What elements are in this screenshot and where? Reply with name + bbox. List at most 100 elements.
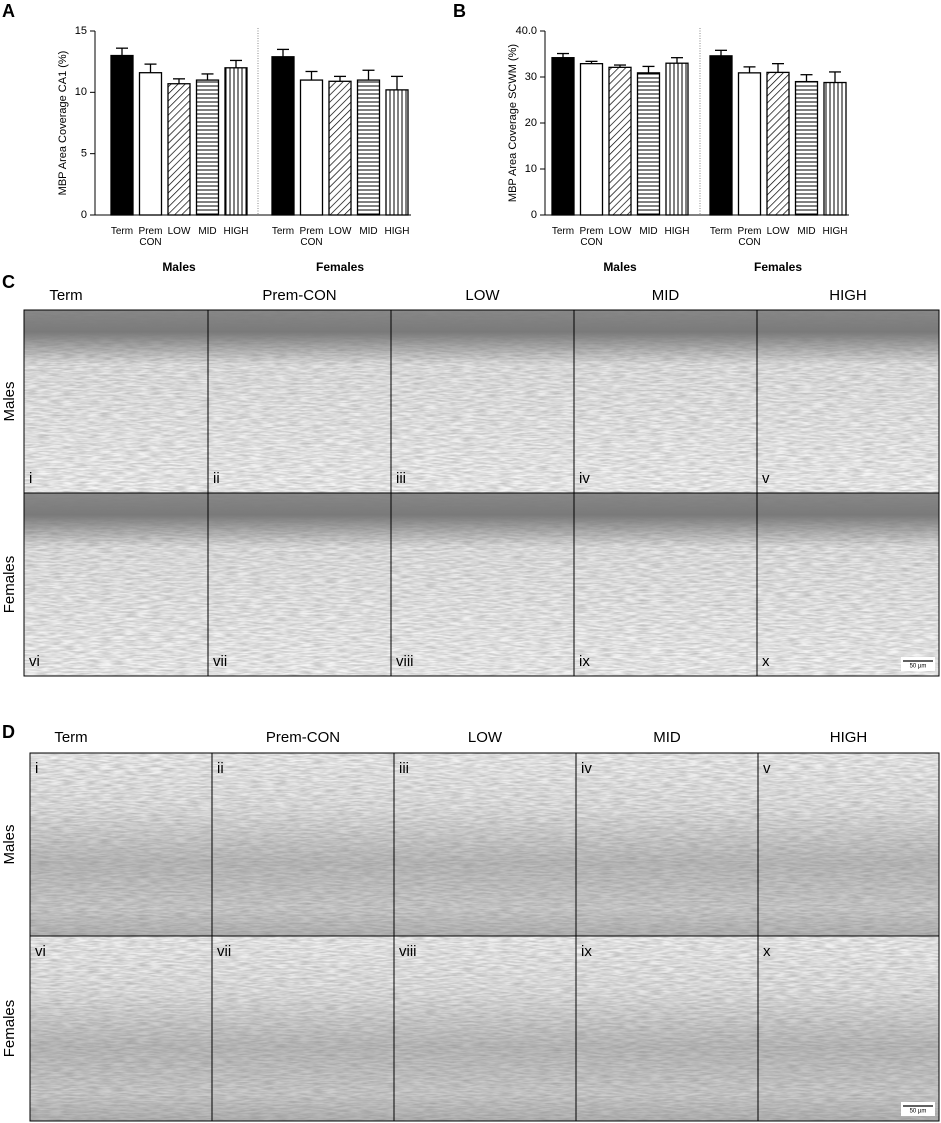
bar: [299, 79, 324, 216]
x-tick-label: Prem CON: [579, 226, 604, 248]
y-tick-label: 30: [525, 71, 537, 83]
x-tick-label: HIGH: [223, 226, 249, 237]
panel-numeral: ix: [579, 653, 590, 670]
x-tick-label: LOW: [328, 226, 352, 237]
x-tick-label: HIGH: [822, 226, 848, 237]
y-tick-label: 15: [75, 25, 87, 37]
grid-frame: [29, 752, 940, 1122]
bar: [737, 72, 762, 216]
column-label: Prem-CON: [262, 287, 336, 304]
column-label: MID: [652, 287, 680, 304]
row-label: Males: [1, 824, 18, 864]
column-label: LOW: [465, 287, 500, 304]
panel-numeral: ii: [213, 470, 220, 487]
bar: [195, 79, 220, 216]
scale-bar-label: 50 µm: [910, 664, 927, 670]
micrograph-texture: [30, 753, 939, 1121]
row-label: Females: [1, 1000, 18, 1058]
y-tick-label: 40.0: [516, 25, 537, 37]
panel-numeral: vii: [213, 653, 227, 670]
panel-numeral: i: [35, 760, 38, 777]
column-label: Term: [49, 287, 82, 304]
bar: [271, 56, 295, 216]
bar: [224, 67, 248, 216]
bar: [665, 62, 689, 216]
bar: [579, 63, 604, 216]
y-tick-label: 5: [81, 148, 87, 160]
y-tick-label: 20: [525, 117, 537, 129]
y-tick-label: 10: [525, 163, 537, 175]
group-label: Males: [603, 260, 637, 274]
column-label: HIGH: [830, 729, 868, 746]
x-tick-label: Prem CON: [138, 226, 163, 248]
y-tick-label: 10: [75, 86, 87, 98]
panel-letter: C: [2, 272, 15, 292]
x-tick-label: MID: [198, 226, 217, 237]
bar: [167, 83, 191, 216]
row-label: Females: [1, 556, 18, 614]
x-tick-label: Prem CON: [299, 226, 324, 248]
panel-numeral: viii: [396, 653, 414, 670]
panel-numeral: ii: [217, 760, 224, 777]
group-label: Males: [162, 260, 196, 274]
bar: [766, 71, 790, 216]
bar: [138, 72, 163, 216]
column-label: LOW: [468, 729, 503, 746]
x-tick-label: Term: [110, 226, 134, 237]
panel-numeral: x: [763, 943, 771, 960]
panel-numeral: vi: [29, 653, 40, 670]
x-tick-label: LOW: [167, 226, 191, 237]
grid-frame: [23, 309, 940, 677]
row-label: Males: [1, 381, 18, 421]
panel-numeral: iii: [399, 760, 409, 777]
bar: [385, 89, 409, 216]
bar: [551, 57, 575, 216]
x-tick-label: LOW: [766, 226, 790, 237]
panel-letter: B: [453, 1, 466, 21]
panel-numeral: iii: [396, 470, 406, 487]
bar: [356, 79, 381, 216]
panel-numeral: ix: [581, 943, 592, 960]
x-tick-label: Term: [551, 226, 575, 237]
panel-numeral: v: [762, 470, 770, 487]
x-tick-label: HIGH: [384, 226, 410, 237]
x-tick-label: Term: [271, 226, 295, 237]
bar: [794, 80, 819, 216]
x-tick-label: Term: [709, 226, 733, 237]
scale-bar-label: 50 µm: [910, 1109, 927, 1115]
bar: [110, 54, 134, 216]
y-axis-label: MBP Area Coverage SCWM (%): [507, 44, 519, 202]
group-label: Females: [754, 260, 802, 274]
y-tick-label: 0: [81, 209, 87, 221]
x-tick-label: Prem CON: [737, 226, 762, 248]
column-label: Term: [54, 729, 87, 746]
panel-letter: D: [2, 722, 15, 742]
panel-letter: A: [2, 1, 15, 21]
panel-numeral: x: [762, 653, 770, 670]
panel-numeral: iv: [579, 470, 590, 487]
bar: [823, 81, 847, 216]
panel-numeral: v: [763, 760, 771, 777]
column-label: HIGH: [829, 287, 867, 304]
x-tick-label: LOW: [608, 226, 632, 237]
group-label: Females: [316, 260, 364, 274]
x-tick-label: HIGH: [664, 226, 690, 237]
bar: [608, 66, 632, 216]
panel-numeral: iv: [581, 760, 592, 777]
panel-numeral: viii: [399, 943, 417, 960]
x-tick-label: MID: [359, 226, 378, 237]
bar: [709, 55, 733, 216]
y-axis-label: MBP Area Coverage CA1 (%): [57, 51, 69, 196]
panel-numeral: vii: [217, 943, 231, 960]
panel-numeral: i: [29, 470, 32, 487]
bar: [636, 72, 661, 216]
column-label: MID: [653, 729, 681, 746]
panel-numeral: vi: [35, 943, 46, 960]
y-tick-label: 0: [531, 209, 537, 221]
x-tick-label: MID: [639, 226, 658, 237]
bar: [328, 80, 352, 216]
x-tick-label: MID: [797, 226, 816, 237]
column-label: Prem-CON: [266, 729, 340, 746]
